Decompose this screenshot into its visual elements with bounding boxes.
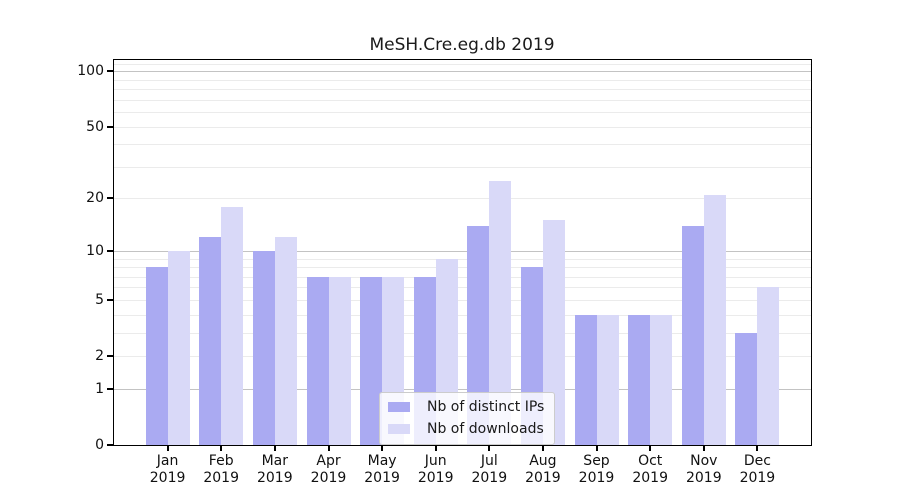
bar-nb-of-distinct-ips-jan <box>145 267 168 445</box>
y-tick-50 <box>107 125 113 128</box>
x-tick-jan <box>166 446 169 451</box>
x-tick-label-feb: Feb 2019 <box>203 453 240 486</box>
gridline-minor-4 <box>114 314 811 316</box>
y-tick-label-5: 5 <box>95 291 104 308</box>
y-tick-10 <box>107 249 113 252</box>
bar-nb-of-distinct-ips-apr <box>306 276 329 445</box>
bar-nb-of-downloads-dec <box>757 287 780 445</box>
y-tick-label-50: 50 <box>86 118 104 135</box>
y-tick-100 <box>107 70 113 73</box>
bar-nb-of-downloads-jan <box>167 250 190 445</box>
x-tick-oct <box>649 446 652 451</box>
chart-title: MeSH.Cre.eg.db 2019 <box>369 35 555 55</box>
x-tick-feb <box>220 446 223 451</box>
gridline-minor-3 <box>114 332 811 334</box>
x-tick-label-dec: Dec 2019 <box>739 453 776 486</box>
gridline-minor-5 <box>114 299 811 301</box>
x-tick-nov <box>702 446 705 451</box>
legend-label-distinct-ips: Nb of distinct IPs <box>427 399 545 415</box>
gridline-minor-40 <box>114 144 811 146</box>
y-tick-label-2: 2 <box>95 348 104 364</box>
bar-nb-of-distinct-ips-feb <box>199 237 222 445</box>
gridline-major-100 <box>114 71 811 73</box>
legend: Nb of distinct IPs Nb of downloads <box>379 392 556 445</box>
legend-label-downloads: Nb of downloads <box>427 421 544 437</box>
x-tick-label-apr: Apr 2019 <box>310 453 347 486</box>
gridline-major-10 <box>114 250 811 252</box>
gridline-minor-8 <box>114 267 811 268</box>
gridline-major-1 <box>114 388 811 390</box>
y-tick-label-100: 100 <box>77 63 104 80</box>
bar-nb-of-downloads-aug <box>542 220 565 445</box>
x-tick-label-nov: Nov 2019 <box>685 453 722 486</box>
x-tick-label-jan: Jan 2019 <box>149 453 186 486</box>
bar-nb-of-distinct-ips-jul <box>467 225 490 445</box>
bar-nb-of-downloads-feb <box>221 206 244 445</box>
y-tick-label-10: 10 <box>86 242 104 259</box>
y-tick-1 <box>107 387 113 390</box>
x-tick-jul <box>488 446 491 451</box>
x-tick-sep <box>595 446 598 451</box>
bar-nb-of-distinct-ips-nov <box>681 225 704 445</box>
x-tick-label-jul: Jul 2019 <box>471 453 508 486</box>
y-tick-label-1: 1 <box>95 380 104 397</box>
gridline-minor-9 <box>114 258 811 260</box>
x-tick-mar <box>273 446 276 451</box>
x-tick-label-sep: Sep 2019 <box>578 453 615 486</box>
bar-nb-of-downloads-mar <box>274 237 297 445</box>
bar-nb-of-downloads-jul <box>489 181 512 445</box>
gridline-minor-110 <box>114 63 811 65</box>
bar-nb-of-distinct-ips-dec <box>735 332 758 445</box>
plot-area: 0 1 2 5 10 20 50 100 Jan 2019 Feb 2019 Mar 2019 Ap… <box>77 59 812 486</box>
legend-swatch-distinct-ips <box>388 402 410 412</box>
gridline-minor-20 <box>114 198 811 200</box>
x-tick-dec <box>756 446 759 451</box>
bar-nb-of-distinct-ips-may <box>360 276 383 445</box>
gridline-minor-60 <box>114 112 811 114</box>
x-tick-label-oct: Oct 2019 <box>632 453 669 486</box>
bar-nb-of-distinct-ips-sep <box>574 314 597 445</box>
gridline-minor-7 <box>114 276 811 278</box>
gridline-minor-30 <box>114 166 811 168</box>
bar-nb-of-distinct-ips-mar <box>252 250 275 445</box>
y-tick-5 <box>107 298 113 301</box>
legend-item-downloads: Nb of downloads <box>388 421 544 437</box>
x-tick-label-aug: Aug 2019 <box>525 453 561 486</box>
y-tick-20 <box>107 197 113 200</box>
y-tick-label-0: 0 <box>95 437 104 453</box>
y-tick-0 <box>107 444 113 446</box>
x-tick-jun <box>434 446 437 451</box>
gridline-minor-6 <box>114 287 811 289</box>
bar-nb-of-downloads-apr <box>328 276 351 445</box>
y-tick-label-20: 20 <box>86 190 104 207</box>
legend-item-distinct-ips: Nb of distinct IPs <box>388 399 544 415</box>
gridline-minor-80 <box>114 89 811 91</box>
y-tick-2 <box>107 355 113 357</box>
bar-nb-of-downloads-nov <box>703 194 726 445</box>
x-tick-may <box>381 446 384 451</box>
x-tick-aug <box>541 446 544 451</box>
gridline-minor-90 <box>114 79 811 81</box>
legend-swatch-downloads <box>388 424 410 434</box>
bar-nb-of-downloads-oct <box>650 314 673 445</box>
bar-nb-of-downloads-sep <box>596 314 619 445</box>
x-tick-label-jun: Jun 2019 <box>417 453 454 486</box>
x-tick-apr <box>327 446 330 451</box>
x-tick-label-mar: Mar 2019 <box>256 453 293 486</box>
gridline-minor-50 <box>114 126 811 128</box>
gridline-minor-2 <box>114 356 811 357</box>
gridline-minor-70 <box>114 99 811 101</box>
bar-nb-of-distinct-ips-oct <box>628 314 651 445</box>
x-tick-label-may: May 2019 <box>364 453 400 486</box>
